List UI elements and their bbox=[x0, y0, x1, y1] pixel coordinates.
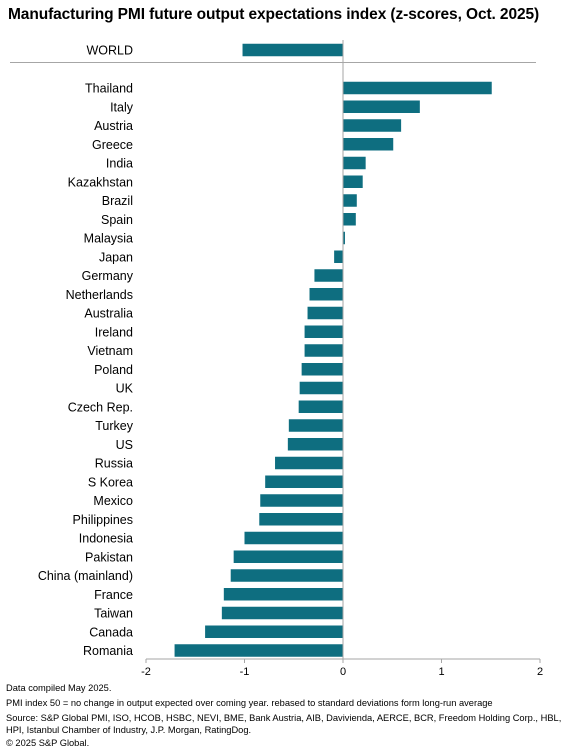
bar-russia bbox=[275, 456, 343, 470]
category-label-vietnam: Vietnam bbox=[87, 344, 133, 358]
bar-thailand bbox=[343, 81, 492, 95]
bar-vietnam bbox=[304, 344, 343, 357]
bar-malaysia bbox=[343, 231, 345, 245]
category-label-russia: Russia bbox=[95, 457, 133, 471]
category-label-australia: Australia bbox=[84, 307, 133, 321]
bar-austria bbox=[343, 119, 402, 132]
bar-romania bbox=[174, 644, 343, 657]
category-label-brazil: Brazil bbox=[102, 194, 133, 208]
category-label-france: France bbox=[94, 588, 133, 602]
category-label-romania: Romania bbox=[83, 644, 133, 658]
category-label-germany: Germany bbox=[82, 269, 134, 283]
category-label-us: US bbox=[116, 438, 133, 452]
bar-spain bbox=[343, 213, 356, 226]
bar-us bbox=[287, 438, 343, 451]
category-label-pakistan: Pakistan bbox=[85, 550, 133, 564]
bar-taiwan bbox=[221, 606, 343, 620]
bar-germany bbox=[314, 269, 343, 282]
bar-czech-rep bbox=[298, 400, 343, 413]
x-tick-label: 0 bbox=[340, 666, 346, 678]
category-label-malaysia: Malaysia bbox=[84, 232, 133, 246]
bar-mexico bbox=[260, 494, 343, 507]
bar-china-mainland bbox=[230, 569, 343, 582]
world-bar bbox=[242, 43, 343, 57]
note-data-compiled: Data compiled May 2025. bbox=[6, 683, 112, 693]
bar-indonesia bbox=[244, 531, 343, 545]
category-label-kazakhstan: Kazakhstan bbox=[68, 175, 133, 189]
category-label-indonesia: Indonesia bbox=[79, 532, 133, 546]
category-label-canada: Canada bbox=[89, 625, 133, 639]
x-tick-label: -2 bbox=[141, 666, 151, 678]
note-pmi-definition: PMI index 50 = no change in output expec… bbox=[6, 698, 493, 708]
bar-france bbox=[223, 588, 343, 601]
category-label-philippines: Philippines bbox=[73, 513, 133, 527]
world-group: WORLD bbox=[86, 44, 343, 58]
bar-brazil bbox=[343, 194, 357, 207]
bar-s-korea bbox=[265, 475, 343, 488]
category-label-china-mainland: China (mainland) bbox=[38, 569, 133, 583]
bar-poland bbox=[301, 363, 343, 376]
category-label-india: India bbox=[106, 157, 133, 171]
x-axis-ticks: -2 -1 0 1 2 bbox=[141, 659, 543, 678]
world-label: WORLD bbox=[86, 44, 133, 58]
bar-india bbox=[343, 156, 366, 170]
category-label-taiwan: Taiwan bbox=[94, 607, 133, 621]
bar-kazakhstan bbox=[343, 175, 363, 188]
x-tick-label: 1 bbox=[438, 666, 444, 678]
category-label-poland: Poland bbox=[94, 363, 133, 377]
bar-netherlands bbox=[309, 288, 343, 301]
category-label-uk: UK bbox=[116, 382, 134, 396]
x-tick-label: -1 bbox=[240, 666, 250, 678]
category-label-s-korea: S Korea bbox=[88, 475, 133, 489]
category-label-turkey: Turkey bbox=[95, 419, 133, 433]
bar-italy bbox=[343, 100, 420, 113]
bar-philippines bbox=[259, 513, 343, 526]
category-label-austria: Austria bbox=[94, 119, 133, 133]
bar-canada bbox=[205, 625, 343, 638]
bar-ireland bbox=[304, 325, 343, 338]
x-tick-label: 2 bbox=[537, 666, 543, 678]
category-label-mexico: Mexico bbox=[93, 494, 133, 508]
bar-turkey bbox=[288, 419, 343, 432]
category-label-czech-rep: Czech Rep. bbox=[68, 400, 133, 414]
category-label-greece: Greece bbox=[92, 138, 133, 152]
bar-pakistan bbox=[233, 550, 343, 563]
category-label-italy: Italy bbox=[110, 100, 134, 114]
bars-group: Thailand Italy Austria Greece India Kazakhsta… bbox=[38, 81, 492, 658]
category-label-thailand: Thailand bbox=[85, 82, 133, 96]
bar-chart: WORLD Thailand Italy Austria Greece India Kaz… bbox=[10, 40, 543, 678]
note-copyright: © 2025 S&P Global. bbox=[6, 738, 90, 748]
category-label-netherlands: Netherlands bbox=[66, 288, 133, 302]
category-label-ireland: Ireland bbox=[95, 325, 133, 339]
bar-japan bbox=[334, 250, 343, 263]
category-label-japan: Japan bbox=[99, 250, 133, 264]
bar-uk bbox=[299, 381, 343, 395]
bar-greece bbox=[343, 138, 394, 151]
note-source: Source: S&P Global PMI, ISO, HCOB, HSBC,… bbox=[6, 713, 562, 735]
bar-australia bbox=[307, 306, 343, 320]
chart-title: Manufacturing PMI future output expectat… bbox=[8, 6, 540, 23]
category-label-spain: Spain bbox=[101, 213, 133, 227]
